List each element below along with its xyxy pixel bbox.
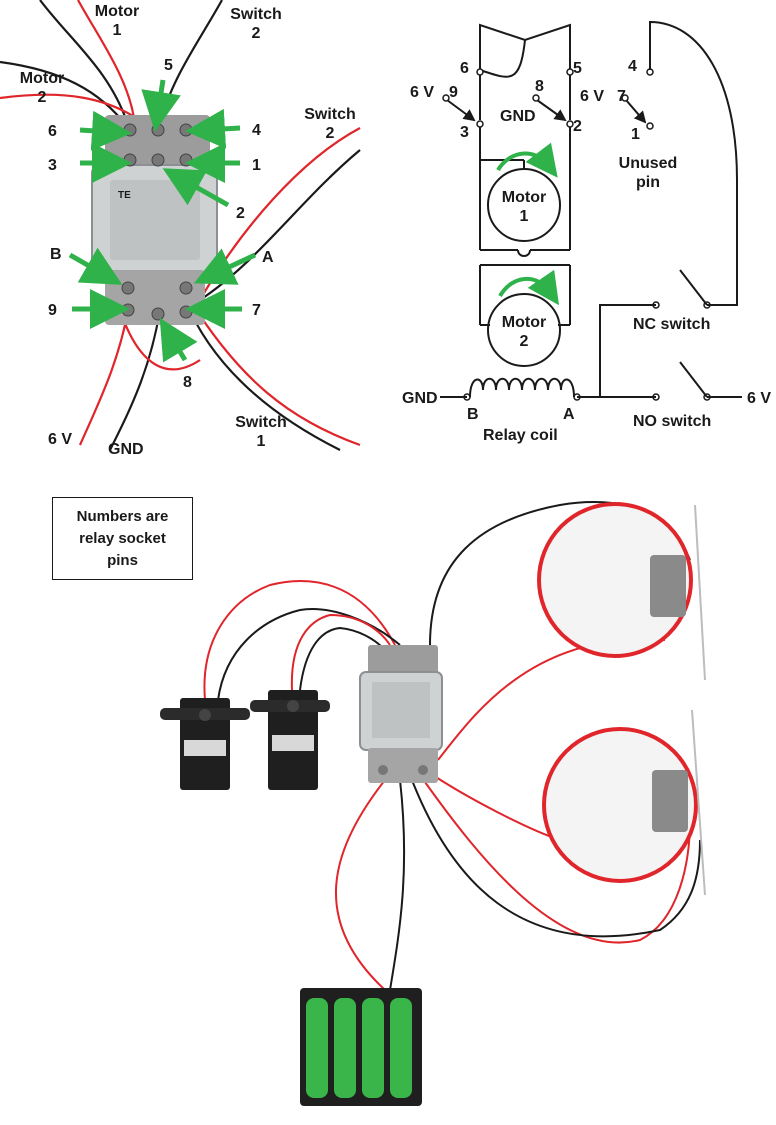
- sch-motor2-rotation: [498, 269, 560, 306]
- arrow-pin6: [79, 110, 132, 151]
- sch-unused-pin: Unused pin: [619, 155, 678, 191]
- sch-relay-coil-label: Relay coil: [483, 427, 558, 444]
- sch-motor2-label: Motor 2: [502, 314, 546, 350]
- photo-label-gnd: GND: [108, 441, 144, 458]
- photo-label-pin7: 7: [252, 302, 261, 319]
- sch-pin6: 6: [460, 60, 469, 77]
- sch-relay-coil: [469, 377, 575, 398]
- photo-label-pin2: 2: [236, 205, 245, 222]
- sch-nc-switch-blade: [679, 269, 708, 306]
- sch-coil-b: B: [467, 406, 479, 423]
- photo-label-pin9: 9: [48, 302, 57, 319]
- sch-pin9: 9: [449, 84, 458, 101]
- note-text: Numbers are relay socket pins: [76, 507, 169, 569]
- sch-no-switch: NO switch: [633, 413, 711, 430]
- sch-contact-8: [536, 99, 567, 122]
- sch-motor1-label: Motor 1: [502, 189, 546, 225]
- photo-label-pinA: A: [262, 249, 274, 266]
- arrow-pin4: [185, 108, 241, 149]
- arrow-pinB: [68, 247, 123, 285]
- sch-motor2: [487, 293, 561, 367]
- sch-cross-a: [479, 39, 526, 78]
- sch-6v-a: 6 V: [410, 84, 434, 101]
- assembly-relay: [359, 645, 443, 783]
- switch-disc-2: [542, 709, 706, 896]
- photo-label-pin5: 5: [164, 57, 173, 74]
- arrow-pin8: [159, 317, 198, 363]
- sch-gnd-b: GND: [402, 390, 438, 407]
- photo-label-pin1: 1: [252, 157, 261, 174]
- arrow-pinA: [193, 248, 257, 285]
- photo-label-motor2: Motor 2: [20, 70, 64, 106]
- photo-label-pin8: 8: [183, 374, 192, 391]
- sch-wire-pin4: [649, 20, 738, 306]
- schematic: [440, 20, 742, 401]
- sch-gnd-a: GND: [500, 108, 536, 125]
- sch-no-switch-blade: [679, 361, 708, 398]
- sch-6v-b: 6 V: [580, 88, 604, 105]
- photo-label-pin6: 6: [48, 123, 57, 140]
- photo-label-pin4: 4: [252, 122, 261, 139]
- sch-6v-c: 6 V: [747, 390, 771, 407]
- note-box: Numbers are relay socket pins: [52, 497, 193, 580]
- sch-coil-a: A: [563, 406, 575, 423]
- switch-disc-1: [537, 502, 706, 681]
- photo-label-pinB: B: [50, 246, 62, 263]
- photo-label-switch1: Switch 1: [235, 414, 287, 450]
- photo-label-switch2-right: Switch 2: [304, 106, 356, 142]
- sch-pin8: 8: [535, 78, 544, 95]
- relay-logo: TE: [118, 190, 131, 201]
- servo-1: [160, 698, 250, 790]
- sch-pin5: 5: [573, 60, 582, 77]
- sch-contact-9: [446, 99, 476, 122]
- photo-label-pin3: 3: [48, 157, 57, 174]
- servo-2: [250, 690, 330, 790]
- assembly-photo: [160, 501, 706, 1106]
- photo-label-6v: 6 V: [48, 431, 72, 448]
- battery-pack: [300, 988, 422, 1106]
- sch-hop: [517, 249, 531, 257]
- sch-nc-switch: NC switch: [633, 316, 710, 333]
- photo-label-motor1: Motor 1: [95, 3, 139, 39]
- sch-contact-7: [625, 99, 647, 124]
- arrow-pin2: [162, 168, 230, 208]
- arrow-pin5: [141, 79, 181, 132]
- relay-photo: TE Motor 1 Motor 2 Switch 2 Switch 2 Sw: [0, 0, 361, 458]
- sch-wire-coil-nc: [577, 304, 656, 398]
- sch-pin3: 3: [460, 124, 469, 141]
- photo-label-switch2-top: Switch 2: [230, 6, 282, 42]
- sch-pin4: 4: [628, 58, 637, 75]
- sch-pin2: 2: [573, 118, 582, 135]
- sch-motor1-rotation: [496, 142, 558, 178]
- green-arrows: [68, 79, 257, 363]
- schematic-labels: 6 5 4 8 9 7 3 2 1 6 V 6 V 6 V GND GND Mo…: [402, 58, 771, 444]
- sch-pin7: 7: [617, 88, 626, 105]
- sch-pin1: 1: [631, 126, 640, 143]
